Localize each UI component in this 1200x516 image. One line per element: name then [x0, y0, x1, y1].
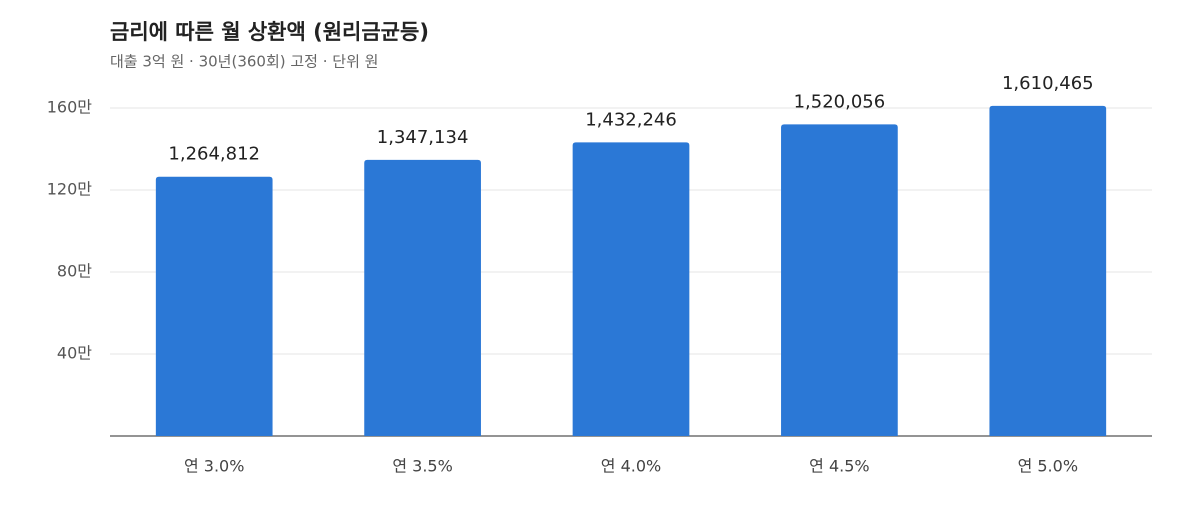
bar [989, 105, 1107, 436]
value-label: 1,432,246 [585, 109, 677, 130]
bar [572, 142, 690, 436]
y-tick-label: 40만 [57, 344, 92, 363]
x-tick-label: 연 3.5% [392, 457, 452, 476]
x-tick-label: 연 3.0% [184, 457, 244, 476]
chart-title: 금리에 따른 월 상환액 (원리금균등) [110, 20, 429, 44]
value-label: 1,347,134 [377, 127, 469, 148]
value-label: 1,264,812 [168, 144, 260, 165]
bar [781, 124, 898, 436]
y-tick-label: 160만 [47, 98, 93, 117]
y-tick-label: 120만 [47, 180, 93, 199]
value-label: 1,520,056 [794, 91, 886, 112]
x-tick-label: 연 4.5% [809, 457, 869, 476]
chart-subtitle: 대출 3억 원 · 30년(360회) 고정 · 단위 원 [110, 53, 378, 71]
bar [364, 159, 481, 436]
value-label: 1,610,465 [1002, 73, 1094, 94]
y-tick-label: 80만 [57, 262, 92, 281]
bar [155, 176, 273, 436]
x-tick-label: 연 4.0% [601, 457, 661, 476]
x-tick-label: 연 5.0% [1018, 457, 1078, 476]
